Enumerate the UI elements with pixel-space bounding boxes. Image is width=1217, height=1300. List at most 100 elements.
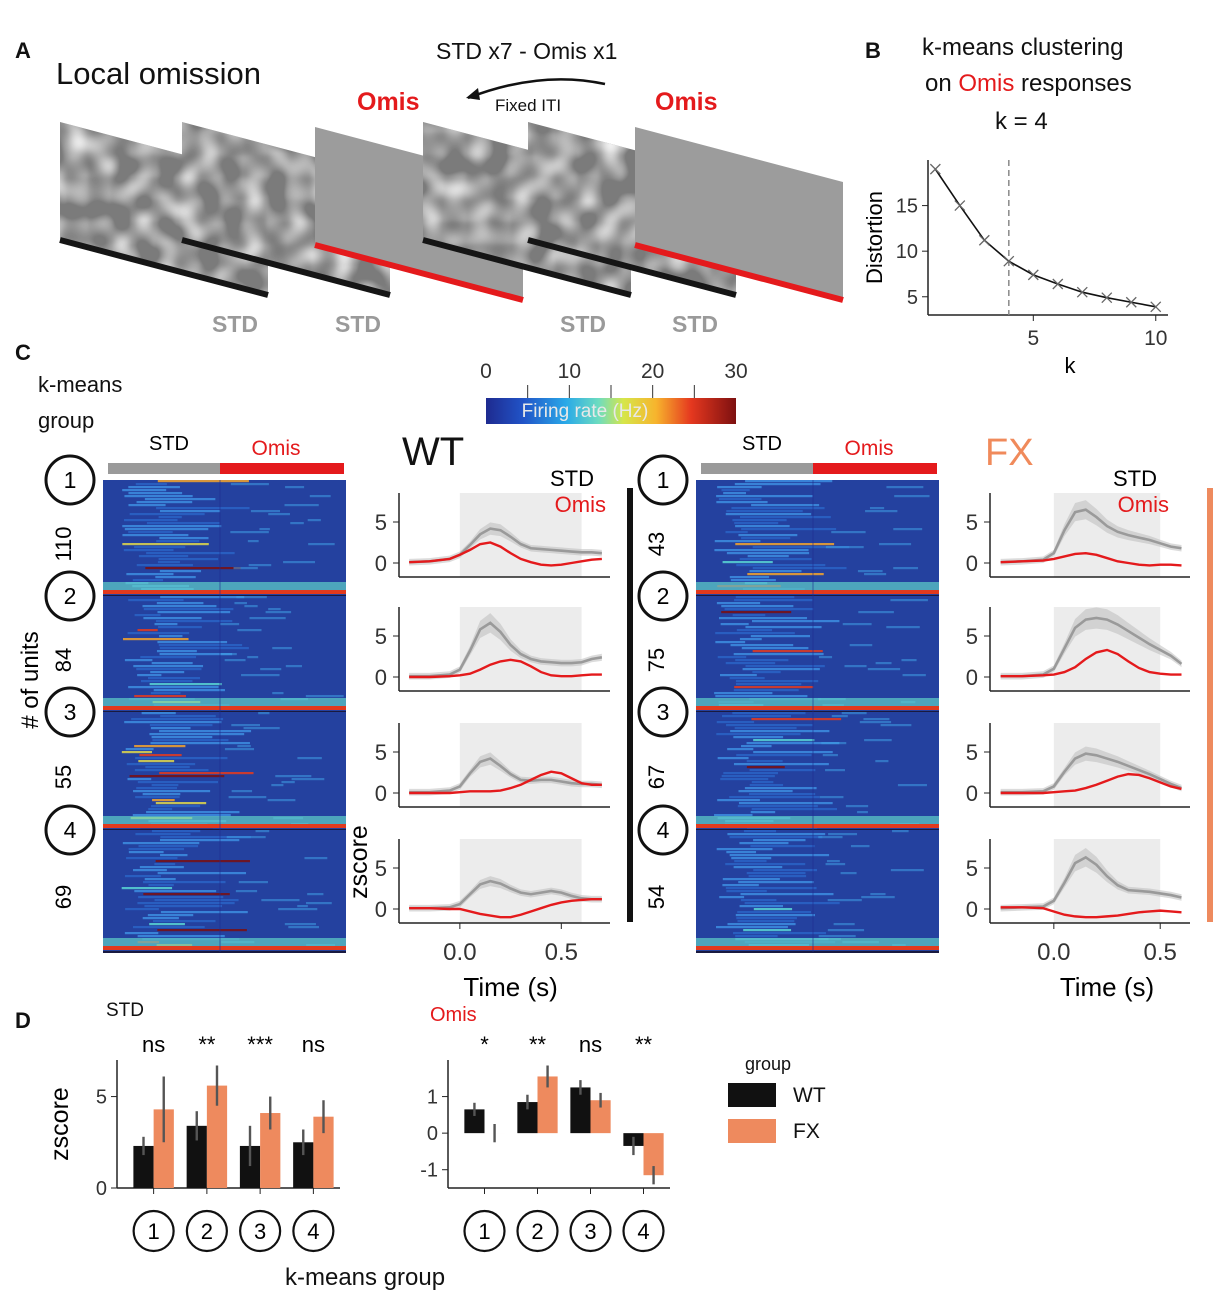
heatmap-row <box>136 564 193 567</box>
colorbar-ticks: 0 10 20 30 <box>480 360 748 398</box>
heatmap-bottom-band <box>696 698 939 707</box>
group-circle <box>292 1209 335 1253</box>
heatmap-row <box>146 811 240 814</box>
fx-bar <box>590 1100 611 1134</box>
heatmap-row <box>149 733 245 736</box>
y-tick-label: 5 <box>966 740 978 765</box>
heatmap-row <box>733 763 829 766</box>
heatmap-row <box>731 507 825 510</box>
heatmap-row <box>157 872 247 875</box>
panel-b-title-2: on Omis responses <box>925 70 1132 98</box>
wt-heatmap: STD Omis 1 110 2 84 3 55 4 69 <box>44 433 346 953</box>
heatmap-row <box>132 579 164 582</box>
group-label-1: k-means <box>38 372 123 397</box>
heatmap-row-omis <box>291 778 325 781</box>
heatmap-row-omis <box>297 905 308 908</box>
heatmap-row-omis <box>285 486 305 489</box>
heatmap-row <box>122 543 209 546</box>
stimulus-sequence <box>59 122 844 303</box>
heatmap-row <box>128 686 219 689</box>
heatmap-row <box>734 727 797 730</box>
heatmap-row <box>726 552 810 555</box>
heatmap-row-omis <box>237 629 262 632</box>
std-line <box>1000 508 1182 564</box>
heatmap-hot-row <box>696 824 939 828</box>
sequence-arrow-head <box>466 88 480 100</box>
heatmap-row <box>134 745 186 748</box>
heatmap-row-omis <box>831 531 866 534</box>
heatmap-row-omis <box>857 811 868 814</box>
wt-bar <box>133 1145 154 1188</box>
heatmap-row <box>739 905 783 908</box>
heatmap-row <box>143 617 202 620</box>
heatmap-row-omis <box>307 893 324 896</box>
heatmap-row <box>743 830 777 833</box>
legend-omis: Omis <box>1118 492 1169 517</box>
heatmap-row <box>720 623 749 626</box>
heatmap-row-omis <box>819 796 844 799</box>
heatmap-row <box>724 608 814 611</box>
heatmap-row-omis <box>308 543 335 546</box>
std-condition-label: STD <box>149 433 189 455</box>
heatmap-row <box>742 668 820 671</box>
heatmap-row <box>159 635 183 638</box>
heatmap-row <box>122 489 167 492</box>
y-tick-label: 5 <box>966 624 978 649</box>
heatmap-row <box>142 793 181 796</box>
heatmap-row <box>134 695 186 698</box>
heatmap-row <box>722 884 759 887</box>
heatmap-row <box>716 495 813 498</box>
heatmap-row <box>716 733 801 736</box>
heatmap-row <box>718 498 762 501</box>
heatmap-row <box>138 845 199 848</box>
omis-line <box>1000 906 1182 919</box>
cluster-circle <box>637 686 689 738</box>
group-label: 3 <box>584 1219 596 1244</box>
heatmap-row <box>740 899 777 902</box>
heatmap-row <box>753 839 806 842</box>
cluster-unit-count: 55 <box>51 765 76 789</box>
heatmap-row <box>721 715 791 718</box>
heatmap-row <box>725 513 812 516</box>
heatmap-row <box>735 935 778 938</box>
colorbar-label: Firing rate (Hz) <box>522 401 649 422</box>
heatmap-row-omis <box>828 833 858 836</box>
std-error-band <box>409 876 602 912</box>
heatmap-row <box>750 811 776 814</box>
heatmap-row <box>135 796 180 799</box>
omis-line <box>1000 772 1182 795</box>
heatmap-row <box>128 486 180 489</box>
heatmap-row <box>726 510 803 513</box>
heatmap-row <box>741 528 837 531</box>
heatmap-row <box>741 647 809 650</box>
std-condition-label: STD <box>742 433 782 455</box>
heatmap-row <box>751 620 840 623</box>
heatmap-row <box>752 650 823 653</box>
heatmap-row <box>139 866 184 869</box>
heatmap-row <box>753 739 815 742</box>
heatmap-bottom-band <box>103 698 346 707</box>
panel-b-title-post: responses <box>1014 70 1132 97</box>
colorbar-tick-label: 10 <box>558 360 581 383</box>
heatmap-row <box>722 878 780 881</box>
heatmap-row <box>135 757 228 760</box>
heatmap-row <box>126 573 174 576</box>
heatmap-row <box>144 905 223 908</box>
heatmap-row-omis <box>825 863 846 866</box>
distortion-point <box>1003 255 1015 267</box>
heatmap-row <box>137 629 158 632</box>
heatmap-row <box>716 848 773 851</box>
units-axis-label: # of units <box>17 631 44 728</box>
heatmap-row <box>749 793 816 796</box>
heatmap-row <box>146 522 220 525</box>
heatmap-row <box>144 878 176 881</box>
omis-condition-label: Omis <box>845 437 894 460</box>
heatmap-row-omis <box>840 872 857 875</box>
heatmap-row <box>146 552 235 555</box>
wt-bar <box>570 1087 591 1134</box>
x-tick-label: 0.0 <box>443 939 476 966</box>
heatmap-row <box>735 525 790 528</box>
heatmap-row <box>752 567 847 570</box>
heatmap-row <box>725 887 817 890</box>
heatmap-row <box>149 724 213 727</box>
